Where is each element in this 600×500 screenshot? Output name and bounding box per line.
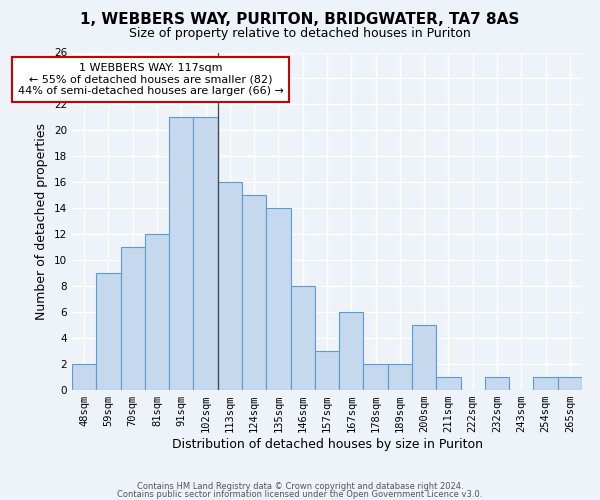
Bar [436, 377, 461, 390]
Text: 1 WEBBERS WAY: 117sqm
← 55% of detached houses are smaller (82)
44% of semi-deta: 1 WEBBERS WAY: 117sqm ← 55% of detached … [18, 63, 284, 96]
Bar [96, 273, 121, 390]
Bar [485, 377, 509, 390]
Text: Contains HM Land Registry data © Crown copyright and database right 2024.: Contains HM Land Registry data © Crown c… [137, 482, 463, 491]
Bar [169, 118, 193, 390]
Bar [533, 377, 558, 390]
Bar [72, 364, 96, 390]
Bar [315, 351, 339, 390]
X-axis label: Distribution of detached houses by size in Puriton: Distribution of detached houses by size … [172, 438, 482, 451]
Bar [121, 247, 145, 390]
Text: Contains public sector information licensed under the Open Government Licence v3: Contains public sector information licen… [118, 490, 482, 499]
Bar [558, 377, 582, 390]
Bar [193, 118, 218, 390]
Bar [339, 312, 364, 390]
Bar [145, 234, 169, 390]
Bar [412, 325, 436, 390]
Bar [290, 286, 315, 390]
Text: Size of property relative to detached houses in Puriton: Size of property relative to detached ho… [129, 28, 471, 40]
Y-axis label: Number of detached properties: Number of detached properties [35, 122, 49, 320]
Bar [242, 196, 266, 390]
Bar [218, 182, 242, 390]
Bar [364, 364, 388, 390]
Bar [266, 208, 290, 390]
Text: 1, WEBBERS WAY, PURITON, BRIDGWATER, TA7 8AS: 1, WEBBERS WAY, PURITON, BRIDGWATER, TA7… [80, 12, 520, 28]
Bar [388, 364, 412, 390]
